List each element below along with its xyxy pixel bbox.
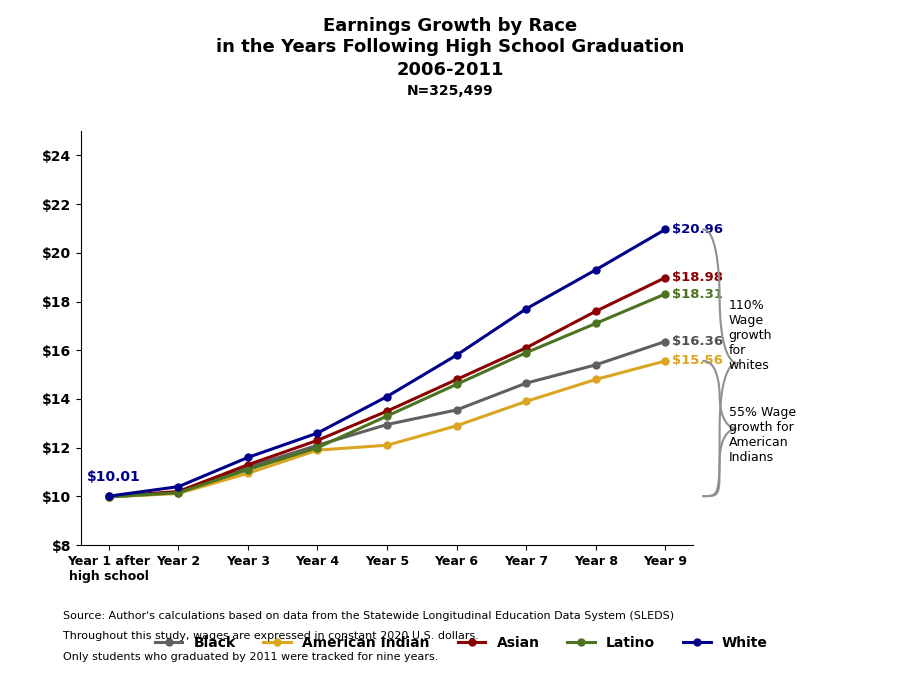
Asian <box>173 487 184 495</box>
White <box>173 482 184 491</box>
Text: Earnings Growth by Race: Earnings Growth by Race <box>323 17 577 35</box>
Black <box>242 463 253 471</box>
Text: in the Years Following High School Graduation: in the Years Following High School Gradu… <box>216 38 684 56</box>
Text: $10.01: $10.01 <box>86 470 140 484</box>
Text: $15.56: $15.56 <box>672 355 723 368</box>
Line: Black: Black <box>105 338 669 500</box>
Black <box>173 489 184 497</box>
Black <box>451 406 462 414</box>
Asian <box>660 273 670 282</box>
American Indian <box>173 489 184 497</box>
Latino <box>242 466 253 474</box>
American Indian <box>660 357 670 365</box>
White <box>451 351 462 359</box>
Black <box>521 379 532 387</box>
White <box>590 266 601 274</box>
Text: Throughout this study, wages are expressed in constant 2020 U.S. dollars.: Throughout this study, wages are express… <box>63 631 479 641</box>
Asian <box>451 375 462 384</box>
Text: N=325,499: N=325,499 <box>407 84 493 98</box>
Line: Latino: Latino <box>105 290 669 500</box>
Text: $18.98: $18.98 <box>672 271 723 284</box>
Latino <box>312 444 323 452</box>
Latino <box>590 319 601 328</box>
White <box>104 492 114 500</box>
American Indian <box>590 375 601 384</box>
Text: $18.31: $18.31 <box>672 288 723 301</box>
American Indian <box>521 397 532 406</box>
American Indian <box>382 441 392 449</box>
Line: White: White <box>105 226 669 500</box>
American Indian <box>104 493 114 501</box>
Text: 2006-2011: 2006-2011 <box>396 61 504 79</box>
Asian <box>312 436 323 444</box>
Text: 55% Wage
growth for
American
Indians: 55% Wage growth for American Indians <box>729 406 796 464</box>
American Indian <box>242 469 253 477</box>
Line: Asian: Asian <box>105 274 669 500</box>
White <box>312 429 323 437</box>
Legend: Black, American Indian, Asian, Latino, White: Black, American Indian, Asian, Latino, W… <box>149 631 773 655</box>
Latino <box>521 348 532 357</box>
Asian <box>521 344 532 352</box>
American Indian <box>312 446 323 454</box>
Text: $16.36: $16.36 <box>672 335 724 348</box>
White <box>521 305 532 313</box>
White <box>242 453 253 462</box>
Text: $20.96: $20.96 <box>672 223 723 236</box>
Asian <box>104 492 114 500</box>
Black <box>312 441 323 449</box>
American Indian <box>451 422 462 430</box>
Asian <box>382 407 392 415</box>
Latino <box>104 493 114 501</box>
Asian <box>590 307 601 315</box>
Text: 110%
Wage
growth
for
whites: 110% Wage growth for whites <box>729 299 772 372</box>
Latino <box>173 489 184 497</box>
Black <box>660 337 670 346</box>
Line: American Indian: American Indian <box>105 357 669 500</box>
Text: Only students who graduated by 2011 were tracked for nine years.: Only students who graduated by 2011 were… <box>63 652 438 662</box>
Latino <box>451 380 462 388</box>
Asian <box>242 461 253 469</box>
Black <box>382 420 392 428</box>
Text: Source: Author's calculations based on data from the Statewide Longitudinal Educ: Source: Author's calculations based on d… <box>63 611 674 620</box>
Black <box>104 493 114 501</box>
White <box>660 226 670 234</box>
Latino <box>660 290 670 298</box>
Latino <box>382 412 392 420</box>
Black <box>590 361 601 369</box>
White <box>382 393 392 401</box>
